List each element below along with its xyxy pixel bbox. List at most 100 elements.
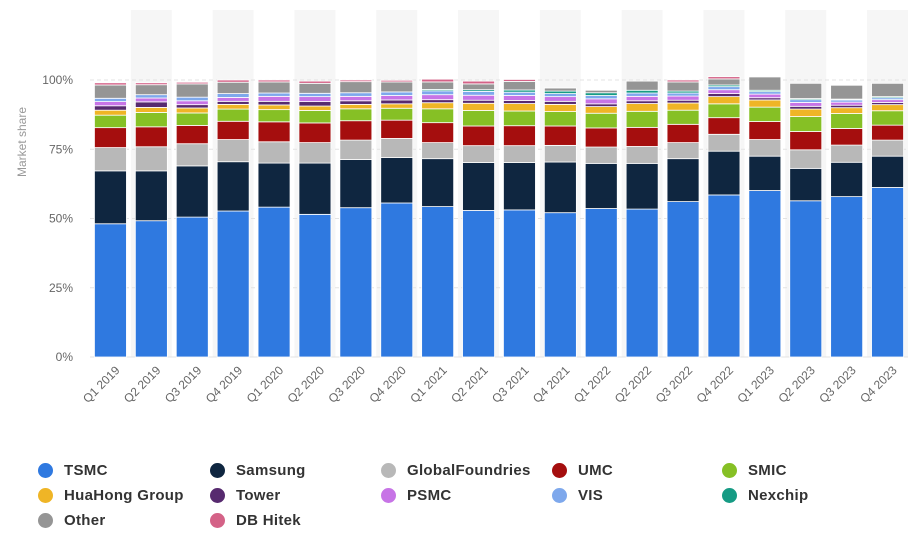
bar-segment-other[interactable]: [298, 82, 332, 94]
bar-segment-smic[interactable]: [380, 107, 414, 121]
bar-segment-huahong-group[interactable]: [339, 103, 373, 110]
legend-item-samsung[interactable]: Samsung: [210, 460, 306, 480]
bar-segment-umc[interactable]: [421, 122, 455, 144]
bar-segment-vis[interactable]: [462, 90, 495, 96]
bar-segment-other[interactable]: [339, 81, 373, 94]
bar-segment-db-hitek[interactable]: [257, 79, 291, 83]
bar-segment-other[interactable]: [380, 81, 414, 93]
bar-segment-huahong-group[interactable]: [543, 103, 577, 112]
bar-segment-umc[interactable]: [298, 122, 332, 144]
bar-segment-huahong-group[interactable]: [666, 102, 700, 111]
bar-segment-nexchip[interactable]: [625, 89, 659, 94]
bar-segment-psmc[interactable]: [134, 97, 168, 103]
bar-segment-samsung[interactable]: [216, 161, 250, 212]
bar-segment-smic[interactable]: [666, 109, 700, 125]
legend-item-tower[interactable]: Tower: [210, 485, 281, 505]
bar-segment-tsmc[interactable]: [830, 196, 864, 358]
bar-segment-other[interactable]: [421, 81, 455, 90]
bar-segment-globalfoundries[interactable]: [175, 143, 209, 167]
bar-segment-samsung[interactable]: [462, 162, 495, 211]
bar-segment-tower[interactable]: [789, 105, 823, 110]
bar-segment-psmc[interactable]: [94, 101, 127, 107]
bar-segment-smic[interactable]: [584, 112, 618, 129]
bar-segment-huahong-group[interactable]: [94, 109, 127, 116]
bar-segment-umc[interactable]: [584, 127, 618, 148]
bar-segment-umc[interactable]: [625, 126, 659, 147]
bar-segment-tsmc[interactable]: [707, 194, 741, 358]
bar-segment-other[interactable]: [830, 84, 864, 100]
bar-segment-samsung[interactable]: [871, 155, 904, 188]
bar-segment-tower[interactable]: [339, 100, 373, 105]
bar-segment-psmc[interactable]: [748, 93, 782, 99]
bar-segment-umc[interactable]: [748, 121, 782, 140]
bar-segment-samsung[interactable]: [625, 162, 659, 210]
bar-segment-huahong-group[interactable]: [216, 103, 250, 110]
bar-segment-huahong-group[interactable]: [503, 103, 536, 112]
bar-segment-globalfoundries[interactable]: [748, 139, 782, 157]
bar-segment-psmc[interactable]: [380, 95, 414, 101]
bar-segment-psmc[interactable]: [257, 95, 291, 102]
legend-item-vis[interactable]: VIS: [552, 485, 603, 505]
bar-segment-globalfoundries[interactable]: [421, 142, 455, 160]
bar-segment-globalfoundries[interactable]: [94, 147, 127, 172]
bar-segment-samsung[interactable]: [257, 162, 291, 208]
bar-segment-umc[interactable]: [503, 125, 536, 147]
bar-segment-psmc[interactable]: [584, 98, 618, 105]
bar-segment-umc[interactable]: [134, 126, 168, 148]
bar-segment-huahong-group[interactable]: [830, 107, 864, 114]
bar-segment-tsmc[interactable]: [871, 187, 904, 358]
bar-segment-db-hitek[interactable]: [462, 80, 495, 85]
bar-segment-umc[interactable]: [666, 123, 700, 144]
bar-segment-tsmc[interactable]: [666, 201, 700, 358]
bar-segment-globalfoundries[interactable]: [584, 146, 618, 164]
bar-segment-other[interactable]: [94, 84, 127, 99]
bar-segment-tsmc[interactable]: [339, 207, 373, 358]
legend-item-umc[interactable]: UMC: [552, 460, 613, 480]
bar-segment-tower[interactable]: [666, 99, 700, 104]
bar-segment-samsung[interactable]: [94, 170, 127, 225]
bar-segment-umc[interactable]: [707, 117, 741, 135]
bar-segment-db-hitek[interactable]: [175, 81, 209, 85]
bar-segment-tsmc[interactable]: [748, 190, 782, 358]
legend-item-nexchip[interactable]: Nexchip: [722, 485, 808, 505]
bar-segment-db-hitek[interactable]: [666, 79, 700, 83]
bar-segment-globalfoundries[interactable]: [134, 146, 168, 172]
bar-segment-smic[interactable]: [421, 108, 455, 124]
bar-segment-globalfoundries[interactable]: [380, 138, 414, 158]
bar-segment-psmc[interactable]: [707, 89, 741, 94]
bar-segment-smic[interactable]: [707, 103, 741, 119]
bar-segment-other[interactable]: [625, 80, 659, 91]
bar-segment-other[interactable]: [503, 80, 536, 91]
bar-segment-vis[interactable]: [380, 91, 414, 96]
bar-segment-tsmc[interactable]: [298, 213, 332, 358]
bar-segment-db-hitek[interactable]: [94, 82, 127, 86]
bar-segment-smic[interactable]: [830, 113, 864, 129]
bar-segment-samsung[interactable]: [666, 158, 700, 203]
bar-segment-samsung[interactable]: [134, 170, 168, 222]
bar-segment-huahong-group[interactable]: [134, 107, 168, 113]
bar-segment-psmc[interactable]: [830, 101, 864, 106]
bar-segment-umc[interactable]: [871, 124, 904, 141]
bar-segment-smic[interactable]: [462, 110, 495, 127]
bar-segment-smic[interactable]: [748, 106, 782, 122]
bar-segment-tower[interactable]: [216, 100, 250, 105]
bar-segment-vis[interactable]: [175, 96, 209, 102]
bar-segment-vis[interactable]: [625, 92, 659, 97]
bar-segment-umc[interactable]: [94, 127, 127, 148]
bar-segment-samsung[interactable]: [339, 159, 373, 209]
bar-segment-globalfoundries[interactable]: [462, 145, 495, 163]
bar-segment-vis[interactable]: [421, 90, 455, 96]
bar-segment-psmc[interactable]: [543, 96, 577, 102]
bar-segment-other[interactable]: [543, 87, 577, 92]
bar-segment-globalfoundries[interactable]: [503, 145, 536, 163]
bar-segment-tower[interactable]: [707, 93, 741, 98]
bar-segment-smic[interactable]: [789, 116, 823, 132]
bar-segment-huahong-group[interactable]: [625, 103, 659, 112]
bar-segment-other[interactable]: [175, 83, 209, 98]
bar-segment-samsung[interactable]: [503, 162, 536, 211]
bar-segment-globalfoundries[interactable]: [830, 144, 864, 163]
bar-segment-umc[interactable]: [789, 131, 823, 151]
bar-segment-smic[interactable]: [94, 114, 127, 129]
bar-segment-vis[interactable]: [257, 92, 291, 97]
legend-item-tsmc[interactable]: TSMC: [38, 460, 108, 480]
